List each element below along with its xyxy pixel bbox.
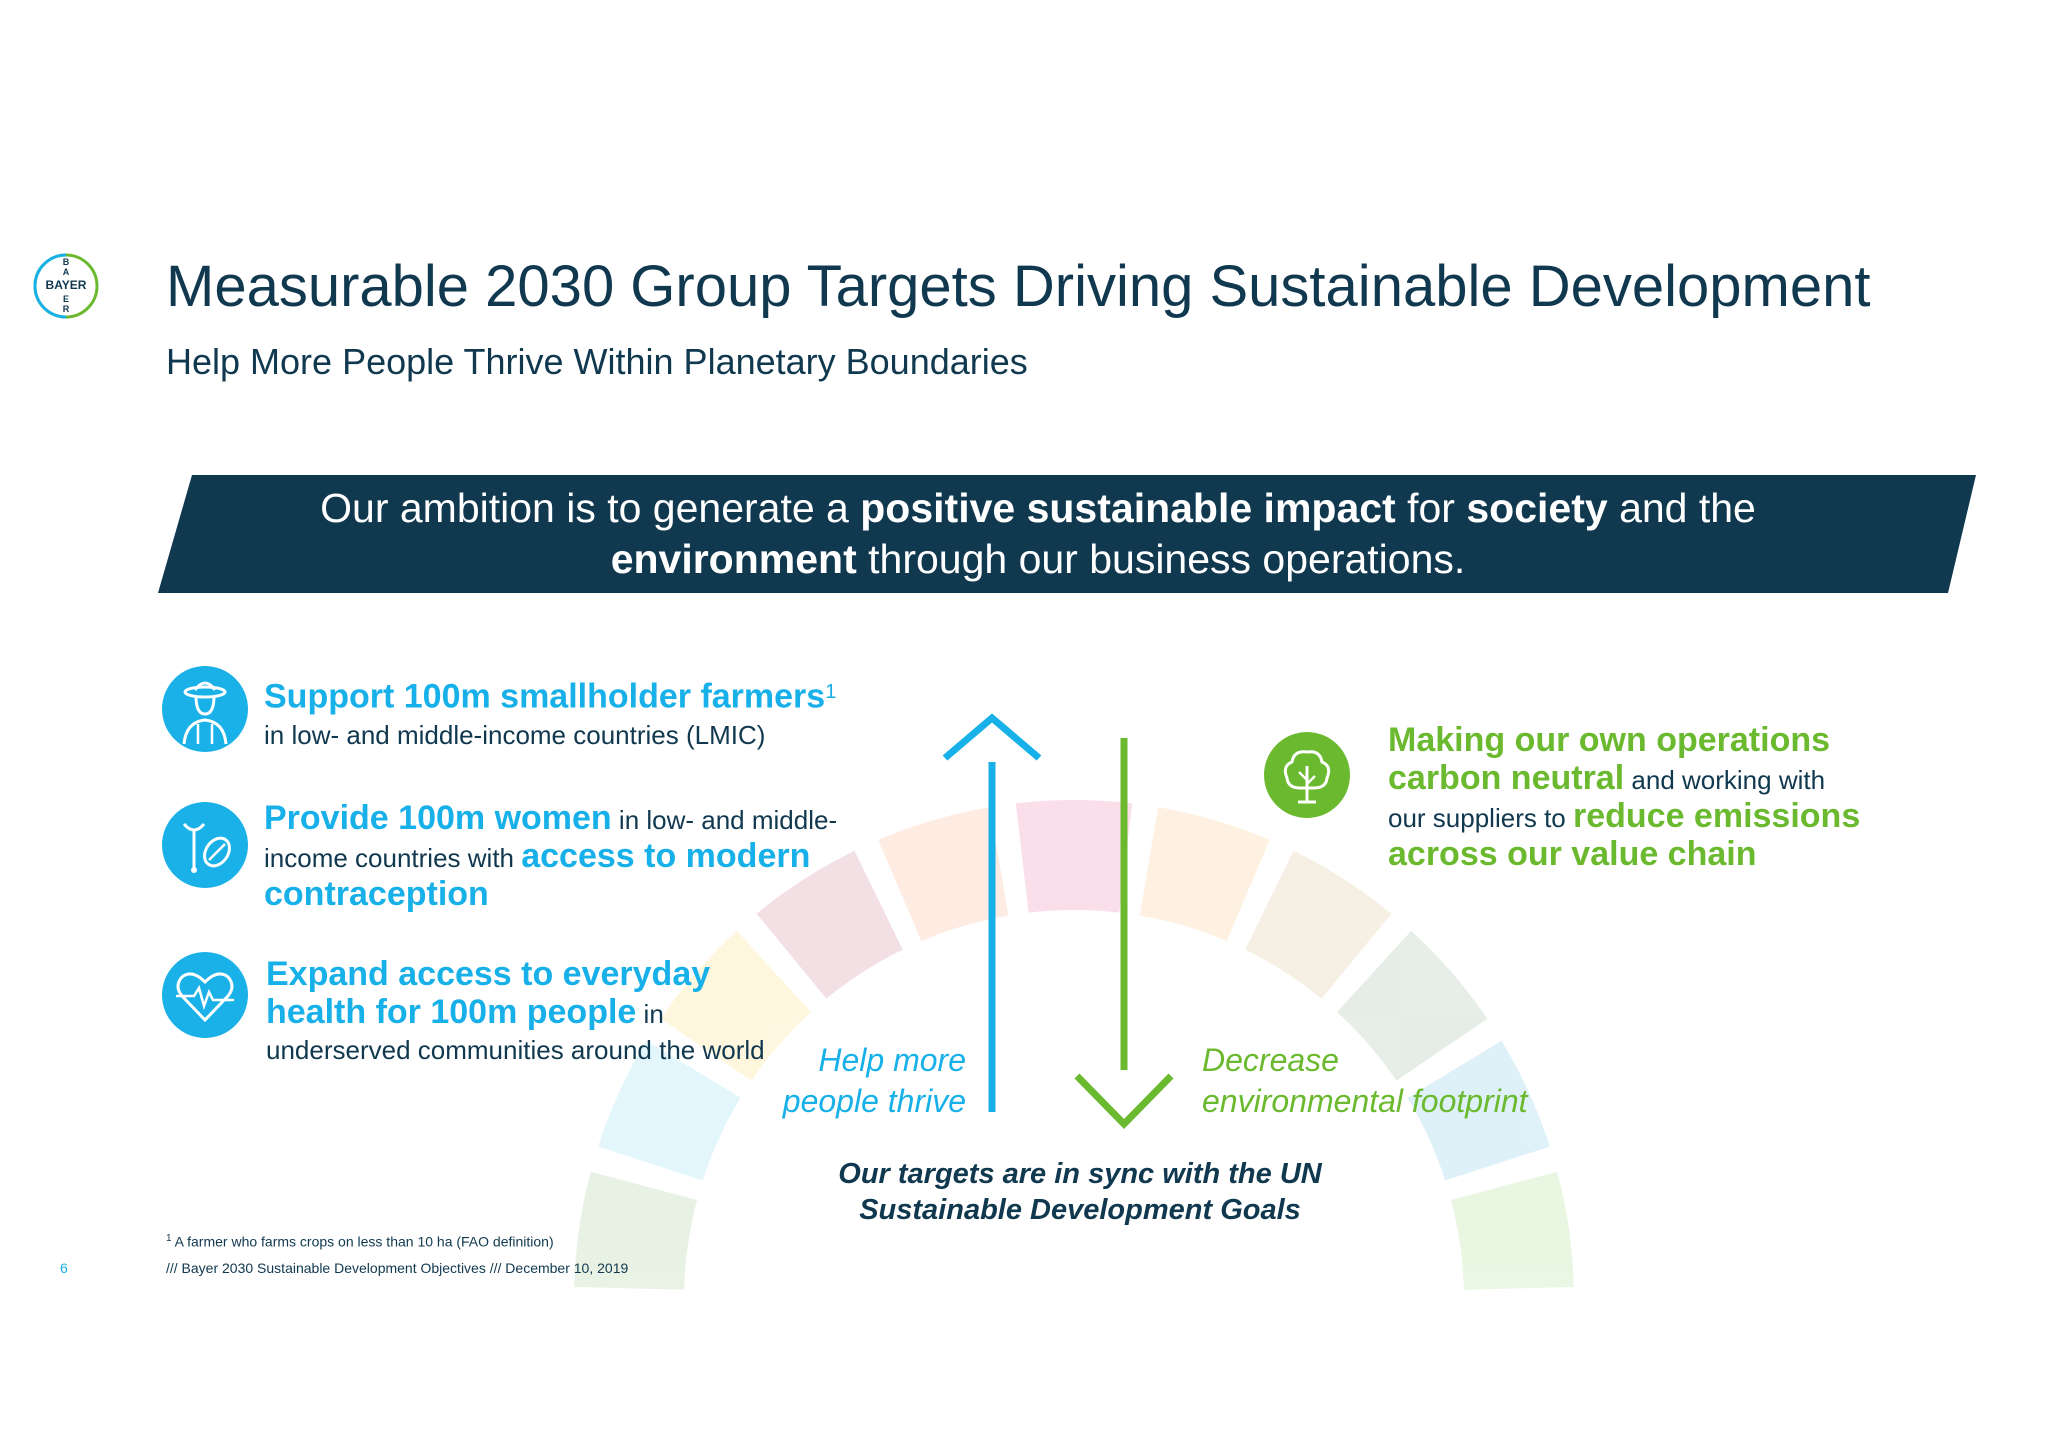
sdg-arc-segment (1015, 800, 1133, 913)
footnote-text: A farmer who farms crops on less than 10… (171, 1233, 554, 1250)
ambition-text-4: through our business operations. (856, 536, 1466, 582)
goal-farmers-footnote-ref: 1 (825, 681, 837, 703)
contraception-icon (162, 802, 248, 888)
sdg-arc-segment (1450, 1171, 1574, 1290)
goal-health-line2: health for 100m people (266, 993, 637, 1031)
ambition-bold-environment: environment (610, 536, 857, 582)
bayer-logo: BAYER B A E R (33, 253, 99, 319)
goal-health-line3: underserved communities around the world (266, 1035, 765, 1065)
goal-women-detail-1: in low- and middle- (611, 805, 838, 835)
help-more-line2: people thrive (782, 1083, 966, 1119)
goal-women-contraception: contraception (264, 875, 489, 913)
farmer-icon (162, 666, 248, 752)
goal-carbon: Making our own operations carbon neutral… (1388, 722, 1860, 874)
help-more-line1: Help more (818, 1042, 966, 1078)
ambition-bold-society: society (1466, 485, 1608, 531)
footnote: 1 A farmer who farms crops on less than … (166, 1233, 554, 1250)
ambition-banner (158, 475, 1976, 593)
goal-carbon-neutral: carbon neutral (1388, 759, 1625, 797)
goal-carbon-value-chain: across our value chain (1388, 835, 1757, 873)
help-more-label: Help more people thrive (740, 1040, 966, 1122)
tree-icon (1264, 732, 1350, 818)
ambition-bold-impact: positive sustainable impact (860, 485, 1396, 531)
goal-farmers-heading: Support 100m smallholder farmers (264, 677, 826, 716)
goal-women-heading: Provide 100m women (264, 799, 612, 837)
sdg-arc-segment (1407, 1040, 1550, 1181)
footer-source: /// Bayer 2030 Sustainable Development O… (166, 1260, 629, 1276)
sdg-arc-segment (756, 850, 903, 999)
sdg-arc-segment (1139, 807, 1270, 942)
page-number: 6 (60, 1260, 68, 1276)
decrease-line1: Decrease (1202, 1042, 1339, 1078)
sdg-sync-line1: Our targets are in sync with the UN (838, 1158, 1322, 1190)
ambition-text-3: and the (1607, 485, 1756, 531)
decrease-footprint-label: Decrease environmental footprint (1202, 1040, 1582, 1122)
ambition-text-1: Our ambition is to generate a (320, 485, 861, 531)
goal-farmers: Support 100m smallholder farmers1 in low… (264, 674, 836, 753)
sdg-arc-segment (598, 1040, 741, 1181)
sdg-arc-segment (660, 930, 811, 1081)
goal-women-access: access to modern (521, 837, 811, 875)
goal-health-line2-tail: in (636, 999, 664, 1029)
goal-health: Expand access to everyday health for 100… (266, 956, 765, 1068)
sdg-arc-segment (878, 807, 1009, 942)
goal-health-line1: Expand access to everyday (266, 955, 711, 993)
goal-women-detail-2: income countries with (264, 843, 522, 873)
sdg-arc-segment (1337, 930, 1488, 1081)
logo-letter-a: A (63, 267, 70, 277)
page-title: Measurable 2030 Group Targets Driving Su… (166, 254, 1871, 319)
heart-health-icon (162, 952, 248, 1038)
logo-letter-e: E (63, 294, 69, 304)
sdg-arc-segment (1245, 850, 1392, 999)
goal-carbon-line2-tail: and working with (1624, 765, 1826, 795)
logo-letter-r: R (63, 304, 70, 314)
page-subtitle: Help More People Thrive Within Planetary… (166, 341, 1028, 382)
goal-carbon-line1: Making our own operations (1388, 721, 1831, 759)
down-arrow (1074, 738, 1174, 1130)
sdg-sync-line2: Sustainable Development Goals (859, 1194, 1301, 1226)
decrease-line2: environmental footprint (1202, 1083, 1528, 1119)
goal-women: Provide 100m women in low- and middle- i… (264, 800, 837, 914)
ambition-text-2: for (1395, 485, 1467, 531)
sdg-sync-statement: Our targets are in sync with the UN Sust… (760, 1156, 1400, 1228)
ambition-statement: Our ambition is to generate a positive s… (158, 483, 1918, 585)
logo-letter-b: B (63, 257, 70, 267)
logo-text: BAYER (46, 278, 87, 292)
up-arrow (942, 713, 1042, 1112)
goal-carbon-reduce: reduce emissions (1572, 797, 1861, 835)
sdg-arc-segment (574, 1171, 698, 1290)
goal-farmers-detail: in low- and middle-income countries (LMI… (264, 719, 766, 750)
goal-carbon-line3: our suppliers to (1388, 803, 1573, 833)
footnote-marker: 1 (166, 1233, 172, 1244)
